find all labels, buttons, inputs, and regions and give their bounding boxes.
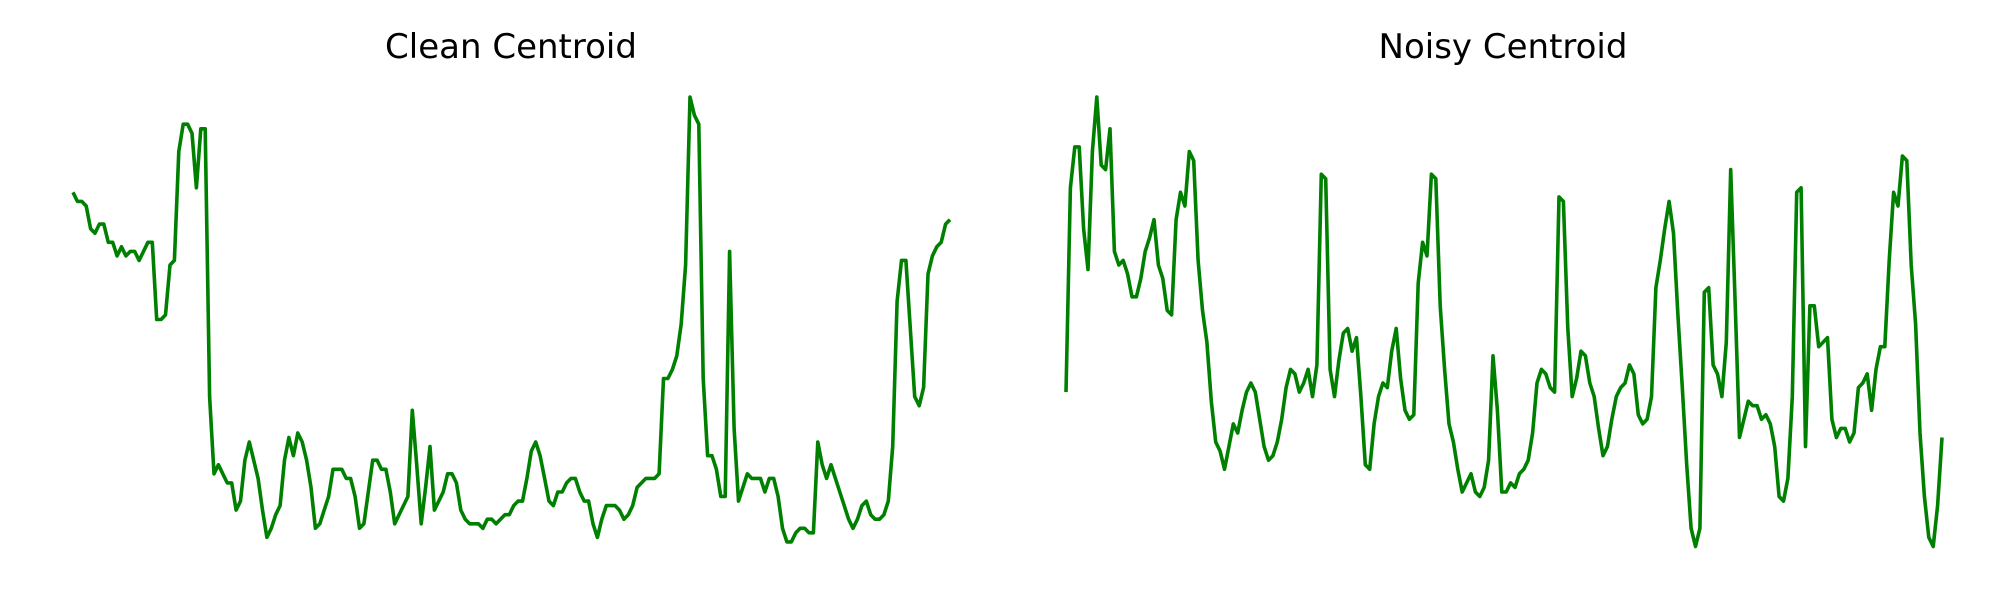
noisy-centroid-series-line	[1064, 95, 1944, 549]
noisy-centroid-title: Noisy Centroid	[1379, 27, 1628, 67]
panel-clean-centroid: Clean Centroid	[71, 27, 952, 544]
clean-centroid-title: Clean Centroid	[385, 27, 637, 67]
panel-noisy-centroid: Noisy Centroid	[1064, 27, 1944, 549]
clean-centroid-series-line	[71, 95, 952, 544]
